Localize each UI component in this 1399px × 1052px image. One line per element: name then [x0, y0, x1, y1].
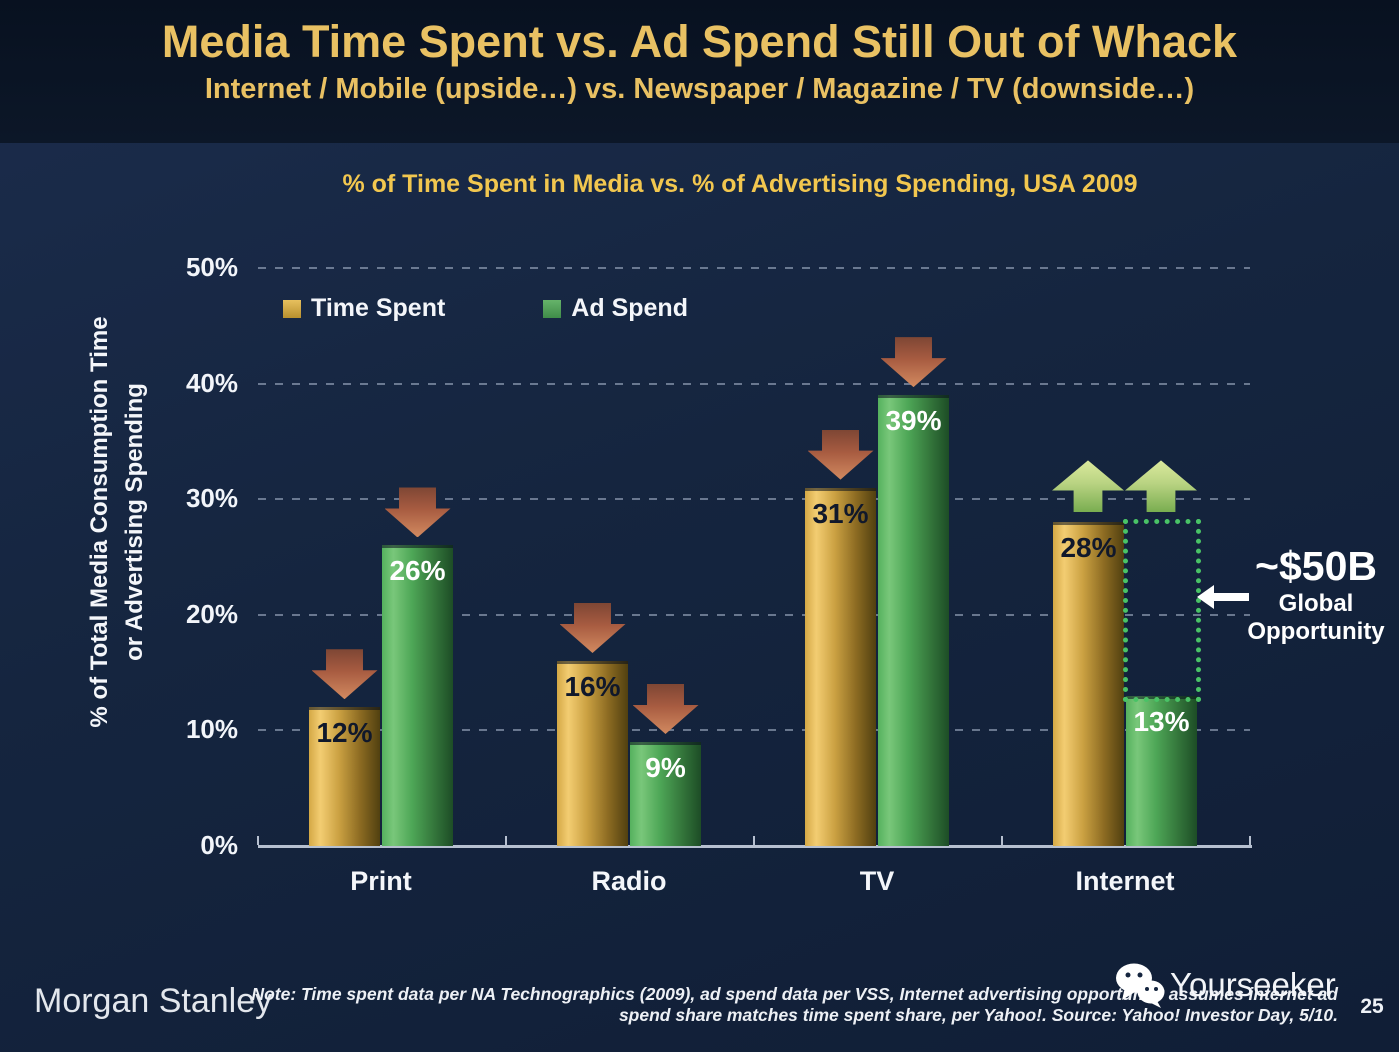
x-axis-tick	[505, 836, 507, 845]
y-tick-label: 20%	[185, 598, 238, 629]
gridline	[258, 498, 1250, 501]
bar-value-label: 16%	[564, 671, 621, 703]
opportunity-label-line2: Opportunity	[1247, 618, 1385, 645]
bar-time-spent-print	[309, 707, 380, 846]
trend-arrow-down-icon	[807, 429, 874, 480]
opportunity-label-line1: Global	[1278, 590, 1354, 617]
left-arrow-icon	[1197, 585, 1249, 609]
legend-label-ad-spend: Ad Spend	[571, 294, 688, 322]
source-note-line2: spend share matches time spent share, pe…	[618, 1005, 1338, 1025]
bar-value-label: 12%	[316, 717, 373, 749]
x-category-label: Internet	[1075, 866, 1175, 896]
y-tick-label: 40%	[185, 367, 238, 398]
trend-arrow-down-icon	[559, 603, 626, 654]
x-axis-tick	[1001, 836, 1003, 845]
bar-value-label: 28%	[1060, 532, 1117, 564]
bar-ad-spend-internet	[1126, 695, 1197, 846]
source-note-line1: Note: Time spent data per NA Technograph…	[251, 984, 1338, 1004]
chart-title: % of Time Spent in Media vs. % of Advert…	[342, 170, 1138, 198]
y-tick-label: 0%	[200, 830, 238, 860]
morgan-stanley-logo: Morgan Stanley	[34, 982, 273, 1020]
x-axis-tick	[753, 836, 755, 845]
x-category-label: Radio	[591, 866, 667, 896]
time-spent-swatch-icon	[283, 299, 301, 318]
bar-ad-spend-print	[382, 545, 453, 846]
trend-arrow-up-icon	[1052, 460, 1124, 513]
chart-legend: Time Spent Ad Spend	[283, 294, 688, 323]
gridline	[258, 613, 1250, 616]
trend-arrow-down-icon	[311, 649, 378, 700]
wechat-icon	[1116, 963, 1165, 1008]
bar-value-label: 13%	[1133, 705, 1190, 737]
trend-arrow-down-icon	[632, 683, 699, 734]
bar-value-label: 26%	[389, 555, 446, 587]
x-axis-line	[258, 845, 1252, 848]
x-category-label: TV	[859, 866, 895, 896]
gridline	[258, 382, 1250, 385]
legend-item-time-spent: Time Spent	[283, 294, 445, 323]
legend-item-ad-spend: Ad Spend	[543, 294, 688, 323]
bar-time-spent-radio	[557, 661, 628, 846]
opportunity-annotation: ~$50B Global Opportunity	[1240, 542, 1392, 646]
gridline	[258, 267, 1250, 269]
source-note: Note: Time spent data per NA Technograph…	[240, 984, 1338, 1026]
bar-time-spent-internet	[1053, 522, 1124, 846]
bar-value-label: 39%	[885, 405, 942, 437]
opportunity-value: ~$50B	[1255, 543, 1377, 589]
bar-value-label: 31%	[812, 497, 869, 529]
bar-value-label: 9%	[645, 751, 686, 783]
x-axis-tick	[257, 836, 259, 845]
y-tick-label: 10%	[185, 714, 238, 745]
legend-label-time-spent: Time Spent	[311, 294, 446, 322]
bar-ad-spend-tv	[878, 395, 949, 846]
slide-header-band: Media Time Spent vs. Ad Spend Still Out …	[0, 0, 1399, 143]
watermark-text: Yourseeker	[1170, 966, 1336, 1003]
x-category-label: Print	[350, 866, 412, 896]
opportunity-dotted-box	[1123, 519, 1201, 702]
slide-subtitle: Internet / Mobile (upside…) vs. Newspape…	[204, 73, 1195, 105]
trend-arrow-up-icon	[1125, 460, 1197, 513]
y-tick-label: 50%	[185, 252, 238, 282]
x-axis-tick	[1249, 836, 1251, 845]
bar-ad-spend-radio	[630, 741, 701, 846]
watermark: Yourseeker	[1114, 962, 1336, 1008]
ad-spend-swatch-icon	[543, 299, 562, 318]
bar-time-spent-tv	[805, 487, 876, 846]
trend-arrow-down-icon	[384, 487, 451, 538]
gridline	[258, 729, 1250, 732]
slide-title: Media Time Spent vs. Ad Spend Still Out …	[161, 16, 1238, 67]
y-tick-label: 30%	[185, 483, 238, 514]
trend-arrow-down-icon	[880, 337, 947, 388]
page-number: 25	[1360, 995, 1384, 1018]
